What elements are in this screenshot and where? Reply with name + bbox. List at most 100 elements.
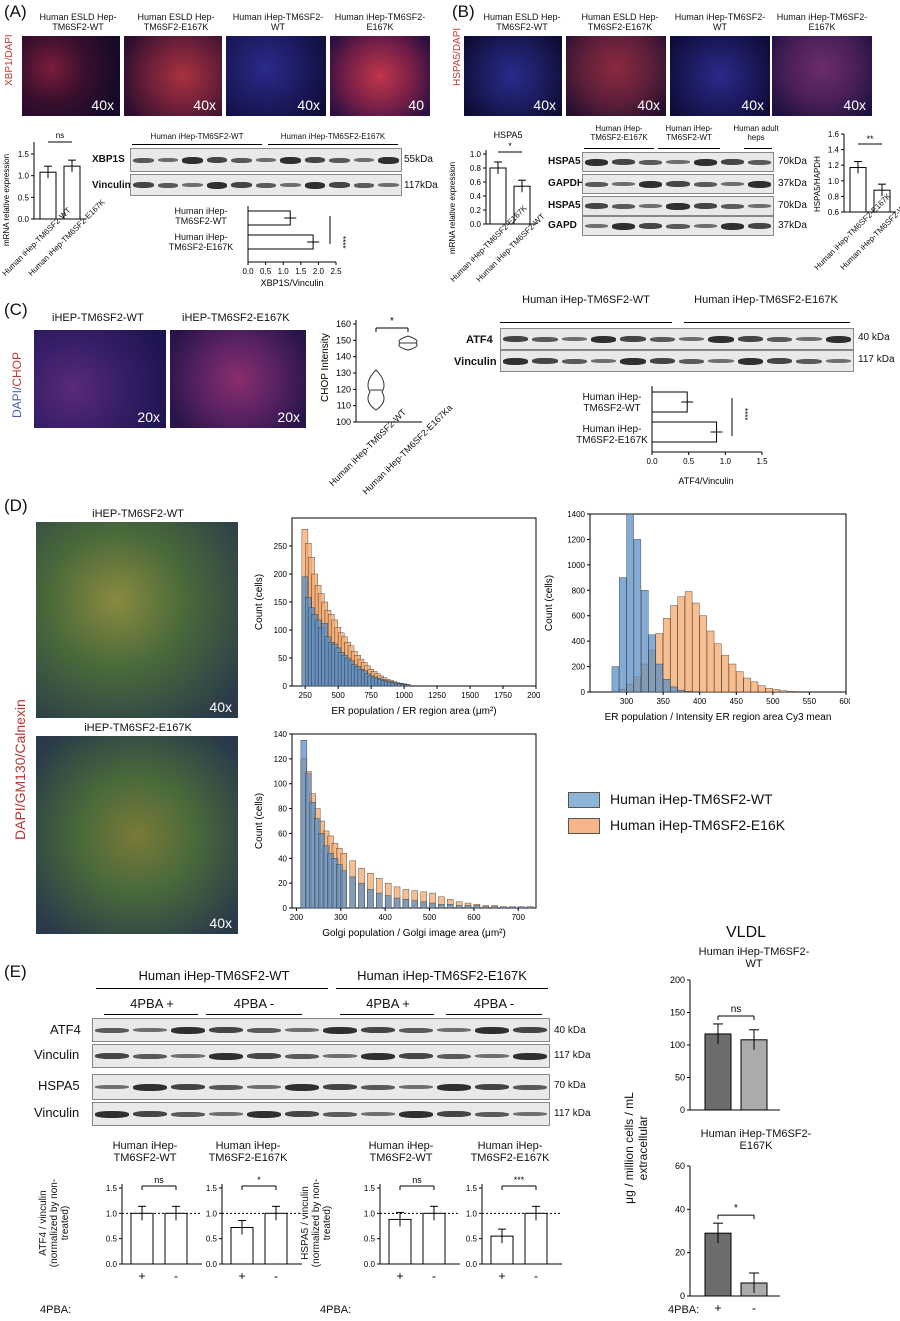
e-blot-atf4	[92, 1018, 550, 1042]
band	[361, 1052, 395, 1060]
d-hist1-ytick-5: 250	[274, 542, 288, 551]
d-hist1-s0-bar-31	[403, 684, 411, 687]
d-hist2-ytick-3: 600	[572, 612, 586, 621]
b-mrna-tick-1: 0.2	[470, 206, 482, 215]
e-c1-tick-2: 1.0	[106, 1209, 118, 1218]
c-violin-wt	[367, 369, 385, 411]
band	[585, 181, 609, 187]
d-hist3-ytick-1: 20	[278, 879, 287, 888]
d-hist2-s1-bar-12	[699, 615, 707, 693]
band	[95, 1085, 129, 1089]
d-hist2-s0-bar-6	[655, 663, 664, 693]
b-mag-2: 40x	[637, 97, 660, 113]
band	[649, 358, 675, 364]
a-mrna-bar-1	[39, 171, 57, 220]
e-c4-sig: ***	[514, 1175, 525, 1185]
b-blot-gapd	[582, 216, 774, 236]
c-violin-chart: CHOP Intensity 100 110 120 130 140 150 160 *	[320, 316, 422, 427]
band	[171, 1111, 205, 1117]
a-hbar-bar-1	[247, 210, 291, 226]
a-blot-vinculin	[130, 174, 402, 196]
e-c2-tick-1: 0.5	[206, 1235, 218, 1244]
d-hist2-s1-bar-22	[772, 689, 781, 693]
c-violin-ylabel: CHOP Intensity	[320, 333, 331, 402]
b-micrograph-4: 40x	[772, 36, 872, 116]
d-legend-mut: Human iHep-TM6SF2-E16K	[610, 817, 786, 833]
band	[437, 1053, 471, 1059]
band	[693, 181, 717, 187]
d-hist3-xlabel: Golgi population / Golgi image area (μm²…	[322, 928, 506, 939]
b-blot-gapdh	[582, 174, 774, 194]
band	[591, 359, 617, 363]
b-blot-row-4: GAPD	[548, 220, 577, 231]
d-hist3-xtick-5: 700	[512, 913, 526, 922]
a-blot-row-1: XBP1S	[92, 154, 125, 165]
e-c3-sig: ns	[412, 1175, 422, 1185]
e-c1-bar-2	[164, 1212, 188, 1265]
b-blot-size-2: 37kDa	[778, 178, 807, 189]
band	[561, 358, 587, 364]
e-group-1: Human iHep-TM6SF2-WT	[138, 968, 290, 983]
d-hist1-ylabel: Count (cells)	[254, 574, 265, 630]
vldl1-tick-1: 50	[675, 1073, 685, 1083]
band	[747, 204, 771, 208]
d-hist2-xlabel: ER population / Intensity ER region area…	[605, 712, 832, 723]
a-hbar-tick-5: 2.5	[330, 267, 342, 276]
d-mag-1: 40x	[209, 699, 232, 715]
d-hist3-xtick-0: 200	[290, 913, 304, 922]
c-blot-vinculin	[500, 350, 854, 372]
d-hist2-ytick-1: 200	[572, 663, 586, 672]
band	[591, 335, 617, 343]
band	[133, 1028, 167, 1032]
band	[561, 337, 587, 341]
b-ratio-ylabel: HSPA5/HAPDH	[813, 156, 822, 212]
vldl-pba-label: 4PBA:	[668, 1304, 700, 1316]
band	[280, 183, 301, 187]
band	[378, 183, 399, 187]
d-hist3-ytick-4: 80	[278, 805, 287, 814]
a-hbar-tick-2: 1.0	[278, 267, 290, 276]
band	[708, 359, 734, 363]
d-hist2-s1-bar-24	[787, 691, 795, 693]
band	[209, 1052, 243, 1060]
b-image-title-3: Human iHep-TM6SF2-WT	[674, 12, 766, 32]
c-violin-tick-0: 100	[336, 417, 351, 427]
band	[693, 203, 717, 209]
e-c2-cat-2: -	[274, 1269, 278, 1283]
d-hist2-s0-bar-4	[640, 590, 649, 693]
c-hbar-sig: ****	[740, 408, 749, 420]
vldl2-tick-2: 40	[675, 1204, 685, 1214]
c-violin-tick-1: 110	[337, 401, 351, 411]
band	[503, 357, 529, 365]
band	[323, 1084, 357, 1090]
band	[209, 1112, 243, 1116]
d-hist2-xtick-6: 600	[839, 697, 850, 706]
c-violin-tick-2: 120	[336, 384, 351, 394]
b-blot-hspa5-2	[582, 196, 774, 216]
band	[209, 1084, 243, 1090]
a-mag-4: 40	[408, 97, 424, 113]
d-hist2-xtick-1: 350	[656, 697, 670, 706]
band	[666, 223, 690, 229]
band	[639, 159, 663, 165]
band	[475, 1111, 509, 1117]
e-c2-bar-2	[264, 1212, 288, 1265]
band	[513, 1084, 547, 1090]
band	[231, 182, 252, 188]
band	[720, 222, 744, 230]
c-hbar-tick-2: 1.0	[720, 457, 732, 466]
b-image-title-2: Human ESLD Hep-TM6SF2-E167K	[581, 12, 659, 32]
d-hist3-s0-bar-14	[384, 895, 392, 909]
a-hbar-tick-1: 0.5	[260, 267, 272, 276]
e-c3-cat-2: -	[432, 1269, 436, 1283]
d-hist2-s1-bar-15	[721, 654, 729, 693]
b-mrna-tick-4: 0.8	[470, 164, 482, 173]
d-hist2-s1-bar-10	[684, 591, 693, 693]
d-hist3-s0-bar-13	[376, 892, 383, 909]
band	[666, 181, 690, 187]
band	[133, 157, 154, 163]
e-size-2: 117 kDa	[554, 1050, 591, 1061]
d-hist2-ytick-7: 1400	[567, 510, 585, 519]
band	[437, 1111, 471, 1117]
